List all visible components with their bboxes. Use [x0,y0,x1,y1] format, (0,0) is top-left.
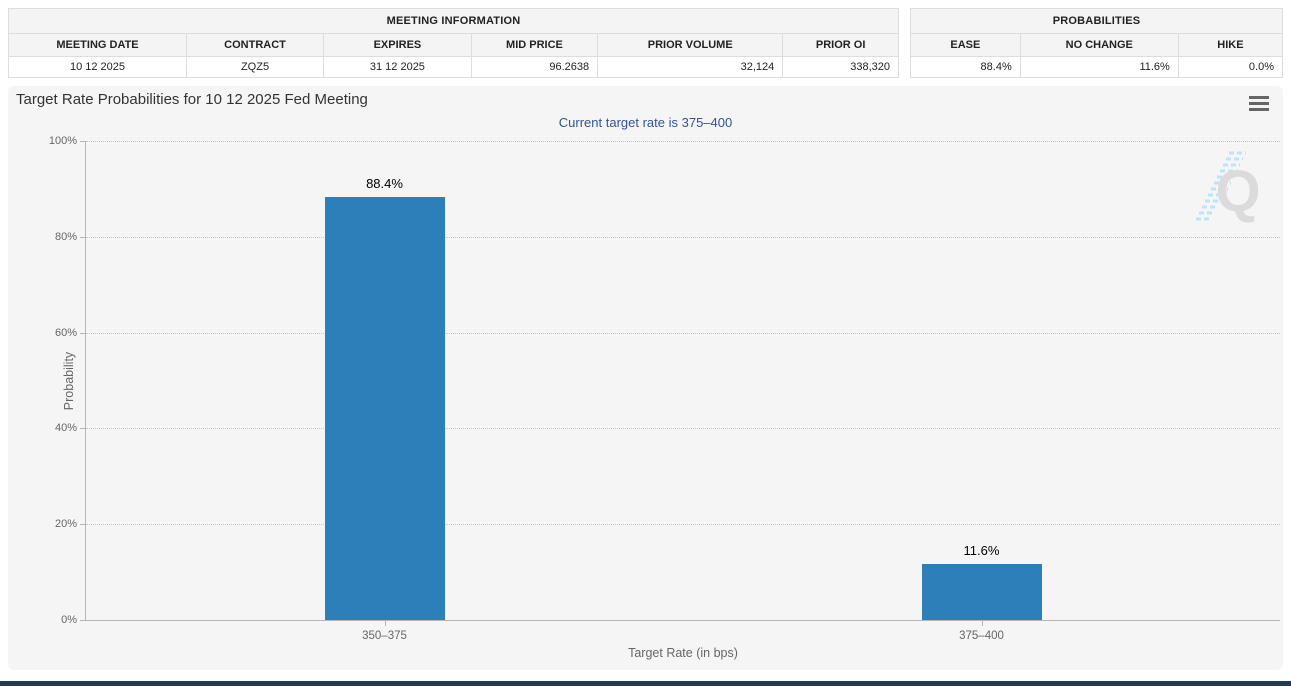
meeting-col-header-1: CONTRACT [185,33,325,57]
y-axis-tick [80,141,85,142]
prob-value-0: 88.4% [910,56,1021,78]
meeting-col-header-2: EXPIRES [323,33,472,57]
gridline-60% [86,332,1280,334]
y-axis-label-40%: 40% [54,422,77,435]
y-axis-tick [80,620,85,621]
prob-col-header-2: HIKE [1177,33,1284,57]
y-axis-label-60%: 60% [54,326,77,339]
y-axis-tick [80,428,85,430]
y-axis-tick [80,332,85,334]
probabilities-table-value-row: 88.4% 11.6% 0.0% [910,56,1284,78]
chart-export-menu-button[interactable] [1249,96,1269,111]
meeting-table-header-row: MEETING DATE CONTRACT EXPIRES MID PRICE PRIO… [8,33,899,57]
meeting-table-value-row: 10 12 2025 ZQZ5 31 12 2025 96.2638 32,124 338… [8,56,899,78]
fedwatch-chart-panel: Target Rate Probabilities for 10 12 2025… [8,86,1283,670]
probabilities-table-title: PROBABILITIES [910,8,1283,34]
top-tables-row: MEETING INFORMATION MEETING DATE CONTRACT… [0,0,1291,78]
y-axis-tick [80,524,85,526]
gridline-40% [86,428,1280,430]
watermark-letter: Q [1215,159,1260,224]
meeting-information-table: MEETING INFORMATION MEETING DATE CONTRACT… [8,8,899,78]
meeting-table-title: MEETING INFORMATION [8,8,899,34]
bar-value-label-350–375: 88.4% [366,175,403,191]
quikstrike-watermark-icon: Q [1196,151,1261,224]
meeting-value-2: 31 12 2025 [323,56,472,78]
meeting-value-1: ZQZ5 [185,56,325,78]
gridline-80% [86,236,1280,238]
hamburger-icon [1249,96,1269,111]
meeting-col-header-3: MID PRICE [470,33,599,57]
meeting-value-0: 10 12 2025 [8,56,187,78]
x-axis-label-375–400: 375–400 [959,630,1004,642]
bar-350–375[interactable] [324,196,445,620]
gridline-20% [86,524,1280,526]
x-axis-title: Target Rate (in bps) [628,646,738,660]
gridline-100% [86,141,1280,142]
y-axis-title: Probability [62,351,77,410]
x-axis-tick [981,620,983,626]
bar-value-label-375–400: 11.6% [963,543,1000,559]
bar-375–400[interactable] [921,564,1042,620]
y-axis-label-0%: 0% [61,614,77,626]
meeting-col-header-0: MEETING DATE [8,33,187,57]
y-axis-label-80%: 80% [54,230,77,243]
y-axis-tick [80,236,85,238]
prob-col-header-1: NO CHANGE [1019,33,1179,57]
prob-col-header-0: EASE [910,33,1021,57]
prob-value-2: 0.0% [1177,56,1284,78]
meeting-value-4: 32,124 [597,56,784,78]
meeting-col-header-5: PRIOR OI [782,33,899,57]
chart-title: Target Rate Probabilities for 10 12 2025… [16,91,368,108]
x-axis-label-350–375: 350–375 [362,630,407,642]
plot-area: Probability Target Rate (in bps) 88.4% 35… [62,141,1280,660]
meeting-value-5: 338,320 [782,56,899,78]
bottom-accent-bar [0,681,1291,686]
y-axis-label-20%: 20% [54,518,77,531]
probabilities-table: PROBABILITIES EASE NO CHANGE HIKE 88.4% 11.… [910,8,1284,78]
prob-value-1: 11.6% [1019,56,1179,78]
probabilities-table-header-row: EASE NO CHANGE HIKE [910,33,1284,57]
y-axis-label-100%: 100% [48,135,77,147]
x-axis-tick [384,620,386,626]
meeting-col-header-4: PRIOR VOLUME [597,33,784,57]
chart-subtitle: Current target rate is 375–400 [558,115,733,130]
meeting-value-3: 96.2638 [470,56,599,78]
